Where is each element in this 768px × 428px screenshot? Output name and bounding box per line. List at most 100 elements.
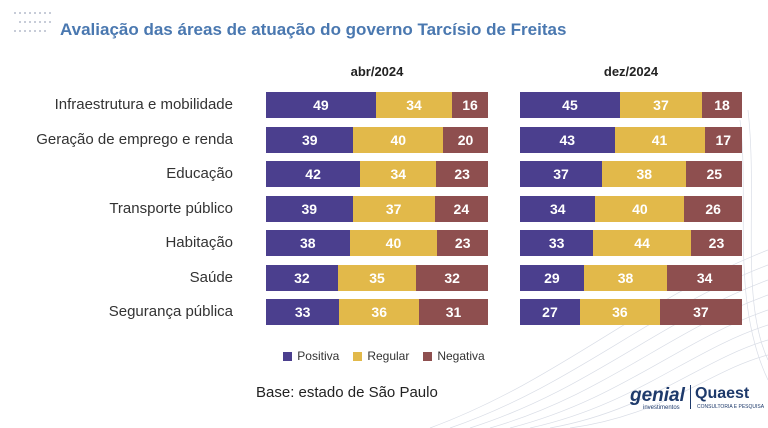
bar-segment-regular: 40 [349,230,438,256]
legend-swatch-negativa [423,351,433,361]
page-title: Avaliação das áreas de atuação do govern… [60,20,567,39]
legend: Positiva Regular Negativa [0,349,768,363]
stacked-bar: 29 38 34 [520,264,742,291]
bar-segment-positiva: 49 [266,92,376,118]
stacked-bar: 33 44 23 [520,230,742,256]
logo-separator [690,385,691,409]
stacked-bar: 37 38 25 [520,161,742,187]
legend-item-positiva: Positiva [283,349,339,363]
data-label: 29 [544,269,560,286]
data-label: 44 [634,235,650,251]
data-label: 43 [559,131,576,148]
data-label: 34 [696,269,713,286]
data-label: 40 [385,235,402,251]
stacked-bar: 49 34 16 [266,92,488,118]
category-label: Educação [166,165,233,182]
data-label: 45 [562,97,578,113]
bar-segment-regular: 44 [593,230,691,256]
panel-title-abr-2024: abr/2024 [350,64,404,79]
bar-segment-positiva: 45 [520,92,620,118]
bar-segment-regular: 36 [339,299,420,325]
bar-segment-negativa: 34 [667,264,742,291]
bar-segment-regular: 38 [583,264,668,291]
data-label: 40 [632,200,648,217]
category-label: Segurança pública [108,303,233,320]
bar-segment-positiva: 32 [266,264,338,291]
data-label: 38 [636,166,653,182]
data-label: 17 [715,131,732,148]
data-label: 24 [453,200,470,217]
data-label: 37 [553,166,569,182]
quaest-logo-subtitle: CONSULTORIA E PESQUISA [697,404,765,410]
data-label: 39 [301,131,318,148]
stacked-bar: 33 36 31 [266,299,488,325]
stacked-bar: 39 37 24 [266,195,488,222]
data-label: 34 [390,166,407,182]
genial-logo-subtitle: investimentos [643,405,680,411]
bar-segment-positiva: 39 [266,126,354,153]
category-label: Infraestrutura e mobilidade [54,96,233,113]
data-label: 32 [294,269,310,286]
data-label: 34 [406,97,422,113]
data-label: 25 [706,166,723,182]
data-label: 35 [369,269,385,286]
data-label: 20 [457,131,474,148]
bar-segment-regular: 34 [375,92,453,118]
data-label: 36 [371,304,387,320]
data-label: 23 [708,235,725,251]
bar-segment-positiva: 42 [266,161,361,187]
bar-segment-positiva: 43 [520,126,615,153]
category-label: Geração de emprego e renda [36,130,233,148]
legend-swatch-positiva [283,351,293,361]
legend-item-regular: Regular [353,349,409,363]
stacked-bar: 27 36 37 [520,299,742,325]
data-label: 16 [462,97,478,113]
stacked-bar: 34 40 26 [520,195,742,222]
bar-segment-positiva: 33 [266,299,340,325]
stacked-bar: 38 40 23 [266,230,488,256]
bar-segment-negativa: 25 [686,161,742,187]
bar-segment-negativa: 37 [659,299,742,325]
bar-segment-regular: 37 [352,195,435,222]
stacked-bar: 42 34 23 [266,161,488,187]
bar-segment-positiva: 27 [520,299,580,325]
panel-title-dez-2024: dez/2024 [603,64,659,79]
bar-segment-negativa: 16 [452,92,488,118]
data-label: 39 [301,200,318,217]
bar-segment-regular: 41 [614,126,705,153]
data-label: 23 [454,166,470,182]
bar-segment-positiva: 39 [266,195,353,222]
legend-label-negativa: Negativa [437,349,485,363]
bar-segment-negativa: 23 [436,161,488,187]
bar-segment-regular: 40 [353,126,444,153]
bar-segment-positiva: 34 [520,195,596,222]
category-label: Habitação [165,234,233,251]
data-label: 34 [549,200,566,217]
bar-segment-negativa: 17 [704,126,742,153]
bar-segment-positiva: 37 [520,161,603,187]
data-label: 49 [313,97,329,113]
bar-segment-negativa: 24 [434,195,488,222]
bar-segment-regular: 36 [579,299,660,325]
stacked-bar: 32 35 32 [266,264,488,291]
bar-segment-regular: 40 [595,195,685,222]
data-label: 18 [714,97,730,113]
legend-label-regular: Regular [367,349,410,363]
bar-segment-positiva: 38 [266,230,350,256]
data-label: 33 [548,235,565,251]
legend-swatch-regular [353,351,363,361]
bar-segment-regular: 34 [360,161,437,187]
data-label: 32 [444,269,460,286]
data-label: 38 [617,269,634,286]
data-label: 37 [385,200,402,217]
category-label: Transporte público [109,199,233,217]
data-label: 27 [542,304,558,320]
data-label: 41 [651,131,668,148]
bar-segment-negativa: 32 [416,264,488,291]
bar-segment-negativa: 23 [437,230,488,256]
quaest-logo: Quaest [695,385,750,402]
base-note: Base: estado de São Paulo [256,384,438,401]
data-label: 38 [299,235,316,251]
bar-segment-negativa: 18 [702,92,742,118]
